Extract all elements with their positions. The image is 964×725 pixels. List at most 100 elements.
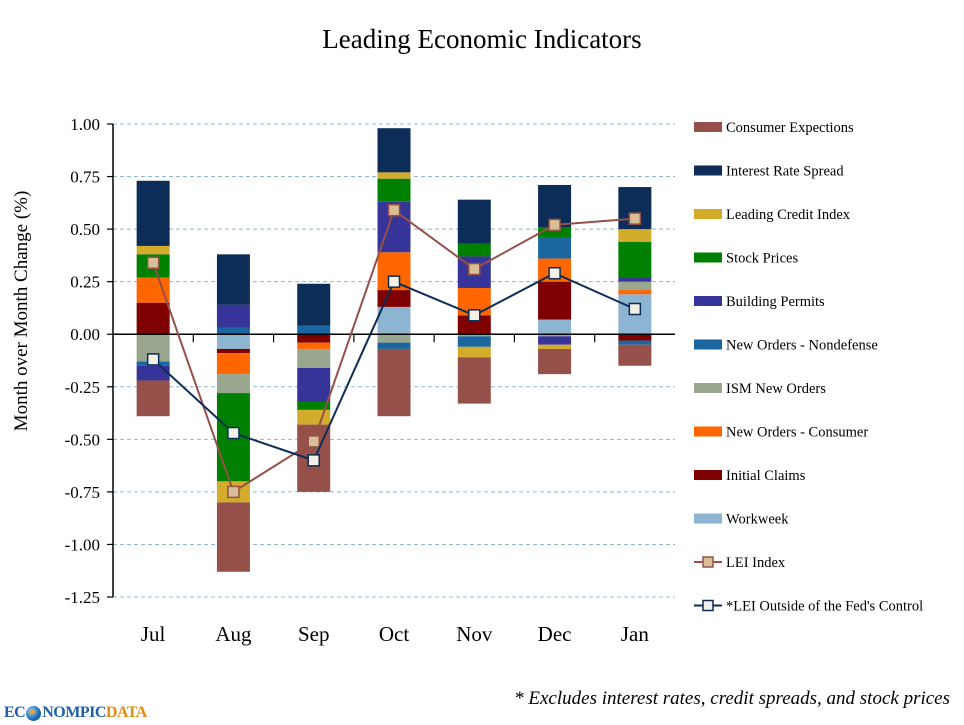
- legend-label: New Orders - Nondefense: [726, 338, 878, 354]
- y-tick-label: 0.25: [70, 273, 100, 292]
- y-tick-label: 0.75: [70, 168, 100, 187]
- bar-segment-initial-claims-sep: [297, 334, 331, 343]
- x-tick-label-oct: Oct: [379, 622, 409, 646]
- legend-item-building-permits[interactable]: Building Permits: [694, 294, 825, 310]
- marker-lei-index-oct: [387, 203, 401, 217]
- legend-marker-swatch: [702, 556, 714, 568]
- legend-swatch: [694, 165, 722, 176]
- legend-item-new-orders-consumer[interactable]: New Orders - Consumer: [694, 425, 868, 441]
- bar-segment-stock-prices-dec: [538, 227, 572, 238]
- bar-segment-ism-new-orders-dec: [538, 334, 572, 337]
- bar-segment-interest-rate-spread-nov: [457, 199, 491, 244]
- bar-segment-workweek-oct: [377, 306, 411, 335]
- marker-lei-outside-fed-jul: [146, 353, 160, 366]
- bar-segment-initial-claims-jul: [136, 302, 170, 335]
- legend-item-workweek[interactable]: Workweek: [694, 512, 789, 528]
- bar-segment-consumer-expections-jan: [618, 344, 652, 366]
- bar-segment-initial-claims-aug: [216, 348, 250, 354]
- marker-lei-outside-fed-sep: [307, 454, 320, 467]
- globe-icon: [26, 705, 42, 721]
- bar-segment-consumer-expections-dec: [538, 348, 572, 375]
- bar-segment-ism-new-orders-jan: [618, 281, 652, 291]
- legend-label: Initial Claims: [726, 468, 806, 484]
- marker-lei-index-aug: [227, 485, 240, 499]
- bar-segment-interest-rate-spread-jul: [136, 180, 170, 246]
- bar-segment-new-orders-nondefense-jan: [618, 340, 652, 345]
- legend-swatch: [694, 252, 722, 263]
- legend-item-stock-prices[interactable]: Stock Prices: [694, 251, 798, 267]
- bar-segment-stock-prices-sep: [297, 401, 331, 410]
- bar-segment-interest-rate-spread-oct: [377, 128, 411, 173]
- marker-lei-index-dec: [548, 218, 561, 232]
- x-tick-label-aug: Aug: [215, 622, 252, 646]
- legend-item-ism-new-orders[interactable]: ISM New Orders: [694, 381, 826, 397]
- bar-segment-building-permits-aug: [216, 304, 250, 328]
- bar-segment-new-orders-nondefense-nov: [457, 336, 491, 347]
- bar-segment-consumer-expections-oct: [377, 348, 411, 417]
- legend-label: Building Permits: [726, 294, 825, 310]
- bar-segment-building-permits-dec: [538, 336, 572, 345]
- bar-segment-ism-new-orders-oct: [377, 334, 411, 343]
- legend-swatch: [694, 296, 722, 306]
- y-tick-label: -1.25: [65, 588, 100, 607]
- bar-segment-consumer-expections-aug: [216, 502, 250, 572]
- bar-segment-building-permits-jan: [618, 277, 652, 282]
- legend-label: Workweek: [726, 512, 789, 528]
- legend: Consumer Expections Interest Rate Spread L…: [694, 120, 923, 615]
- legend-swatch: [694, 513, 722, 524]
- legend-swatch: [694, 209, 722, 219]
- legend-item-new-orders-nondefense[interactable]: New Orders - Nondefense: [694, 338, 878, 354]
- legend-item-leading-credit-index[interactable]: Leading Credit Index: [694, 207, 851, 223]
- bar-segment-leading-credit-index-oct: [377, 172, 411, 179]
- marker-lei-index-jan: [628, 212, 642, 225]
- chart-title: Leading Economic Indicators: [322, 24, 642, 54]
- legend-label: ISM New Orders: [726, 381, 826, 397]
- legend-item-lei-index[interactable]: LEI Index: [694, 555, 786, 571]
- legend-item-lei-outside-of-the-fed-s-control[interactable]: *LEI Outside of the Fed's Control: [694, 599, 923, 615]
- bar-segment-initial-claims-nov: [457, 315, 491, 335]
- bar-segment-leading-credit-index-dec: [538, 344, 572, 349]
- bar-segment-stock-prices-nov: [457, 243, 491, 257]
- lines: [146, 203, 642, 499]
- legend-swatch: [694, 339, 722, 350]
- bar-segment-workweek-dec: [538, 319, 572, 335]
- y-tick-label: -0.25: [65, 378, 100, 397]
- legend-item-initial-claims[interactable]: Initial Claims: [694, 468, 806, 484]
- legend-item-consumer-expections[interactable]: Consumer Expections: [694, 120, 854, 136]
- marker-lei-outside-fed-dec: [548, 267, 561, 280]
- bar-segment-stock-prices-jan: [618, 241, 652, 278]
- bar-segment-new-orders-consumer-jul: [136, 277, 170, 303]
- bar-segment-new-orders-consumer-aug: [216, 353, 250, 375]
- legend-label: Leading Credit Index: [726, 207, 851, 223]
- y-tick-label: 0.00: [70, 325, 100, 344]
- legend-label: Consumer Expections: [726, 120, 854, 136]
- legend-label: New Orders - Consumer: [726, 425, 868, 441]
- economicdata-logo[interactable]: EC NOMPIC DATA: [4, 704, 147, 722]
- bar-segment-new-orders-nondefense-sep: [297, 325, 331, 335]
- x-tick-label-dec: Dec: [538, 622, 572, 646]
- bar-segment-leading-credit-index-sep: [297, 409, 331, 425]
- bar-segment-new-orders-nondefense-dec: [538, 237, 572, 259]
- bars: [136, 128, 652, 572]
- marker-lei-index-sep: [307, 435, 320, 448]
- bar-segment-initial-claims-oct: [377, 290, 411, 307]
- bar-segment-building-permits-sep: [297, 367, 331, 402]
- bar-segment-leading-credit-index-nov: [457, 346, 491, 358]
- bar-segment-new-orders-nondefense-aug: [216, 327, 250, 335]
- marker-lei-index-nov: [468, 262, 481, 276]
- x-tick-label-jul: Jul: [141, 622, 166, 646]
- y-tick-label: 1.00: [70, 115, 100, 134]
- axes: 1.00 0.75 0.50 0.25 0.00 -0.25 -0.50 -0.75 -1.00…: [65, 115, 675, 646]
- bar-segment-ism-new-orders-sep: [297, 348, 331, 368]
- bar-segment-consumer-expections-jul: [136, 380, 170, 417]
- legend-swatch: [694, 470, 722, 480]
- bar-segment-new-orders-consumer-sep: [297, 342, 331, 349]
- bar-segment-initial-claims-jan: [618, 334, 652, 341]
- legend-swatch: [694, 383, 722, 393]
- legend-item-interest-rate-spread[interactable]: Interest Rate Spread: [694, 164, 844, 180]
- bar-segment-interest-rate-spread-sep: [297, 283, 331, 326]
- legend-marker-swatch: [702, 599, 714, 612]
- x-tick-label-sep: Sep: [298, 622, 330, 646]
- marker-lei-index-jul: [146, 256, 160, 269]
- logo-text-nompic: NOMPIC: [42, 704, 106, 721]
